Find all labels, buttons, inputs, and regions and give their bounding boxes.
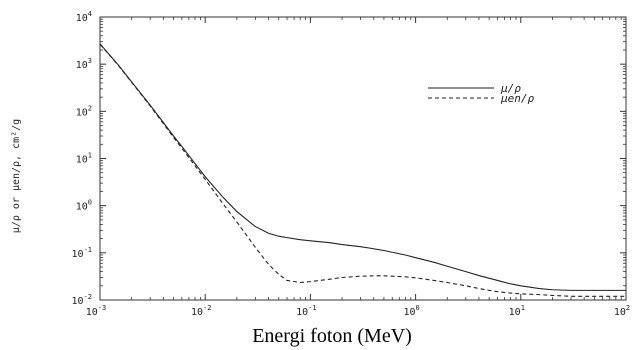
y-tick-label: 104 xyxy=(76,10,92,24)
x-tick-label: 10-1 xyxy=(296,304,316,318)
y-axis-label: μ/ρ or μen/ρ, cm²/g xyxy=(11,119,22,233)
y-tick-label: 100 xyxy=(76,199,92,213)
x-axis-ticks: 10-3 10-2 10-1 100 101 102 xyxy=(86,17,630,318)
plot-frame xyxy=(99,16,627,301)
legend-label: μ/ρ xyxy=(500,82,521,95)
x-tick-label: 102 xyxy=(614,304,630,318)
x-tick-label: 100 xyxy=(403,304,419,318)
x-tick-label: 10-2 xyxy=(191,304,211,318)
legend-label: μen/ρ xyxy=(500,92,534,105)
x-tick-label: 101 xyxy=(509,304,525,318)
y-axis-ticks: 10-2 10-1 100 101 102 103 104 xyxy=(72,10,626,307)
x-tick-label: 10-3 xyxy=(86,304,106,318)
series-line-mu-en-rho xyxy=(99,43,626,297)
y-tick-label: 10-2 xyxy=(72,293,92,307)
series-layer xyxy=(99,43,626,297)
y-tick-label: 103 xyxy=(76,57,92,71)
plot-border xyxy=(99,16,627,301)
y-tick-label: 101 xyxy=(76,152,92,166)
x-axis-label: Energi foton (MeV) xyxy=(252,325,412,347)
y-tick-label: 10-1 xyxy=(72,246,92,260)
y-tick-label: 102 xyxy=(76,104,92,118)
series-line-mu-rho xyxy=(99,43,626,291)
